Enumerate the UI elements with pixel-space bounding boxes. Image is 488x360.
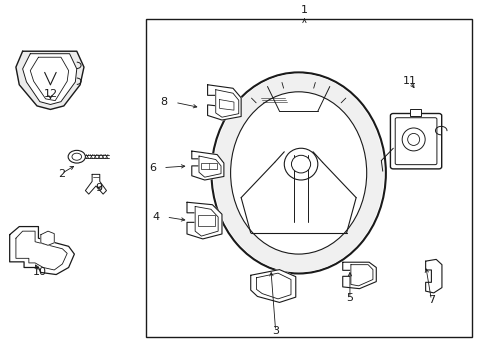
Text: 3: 3 [272,326,279,336]
Polygon shape [186,202,222,239]
Polygon shape [256,273,290,299]
Text: 11: 11 [402,76,416,86]
Polygon shape [16,231,67,270]
Text: 2: 2 [58,168,65,179]
Text: 4: 4 [152,212,159,222]
FancyBboxPatch shape [389,113,441,169]
Text: 5: 5 [346,293,353,303]
Polygon shape [191,151,224,180]
Text: 7: 7 [427,295,434,305]
Polygon shape [207,85,241,120]
Ellipse shape [291,155,310,173]
Polygon shape [30,57,68,100]
Ellipse shape [401,128,424,151]
Ellipse shape [213,74,383,272]
Polygon shape [342,262,376,289]
Polygon shape [350,265,372,286]
Circle shape [72,153,81,160]
Polygon shape [85,174,106,194]
Bar [198,215,214,226]
Circle shape [68,150,85,163]
Ellipse shape [211,72,385,274]
Polygon shape [199,156,221,177]
Polygon shape [425,259,441,293]
Polygon shape [16,51,84,109]
Text: 1: 1 [300,5,307,15]
Text: 8: 8 [161,98,167,107]
Text: 12: 12 [43,89,58,99]
Bar [201,163,216,170]
Bar [146,19,471,337]
Polygon shape [215,90,238,117]
Polygon shape [219,100,233,110]
Ellipse shape [284,148,317,180]
Polygon shape [41,231,54,245]
Polygon shape [22,54,77,104]
Ellipse shape [230,92,366,254]
Text: 10: 10 [32,267,46,277]
Bar [409,109,420,116]
Text: 6: 6 [148,163,156,173]
FancyBboxPatch shape [394,118,436,165]
Text: 9: 9 [95,183,102,193]
Polygon shape [195,207,218,236]
Polygon shape [250,270,295,302]
Ellipse shape [407,134,419,145]
Polygon shape [10,226,74,275]
